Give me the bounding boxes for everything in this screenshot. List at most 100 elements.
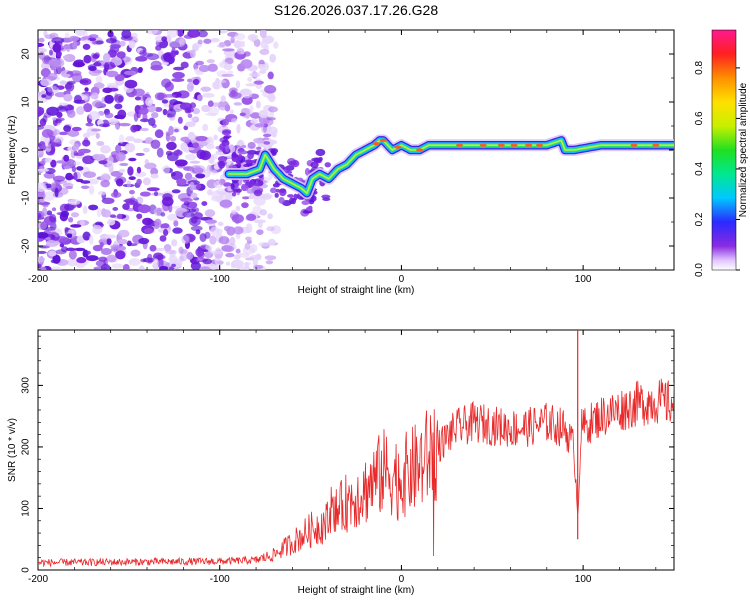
noise-blob: [115, 151, 126, 162]
ridge-scatter-blob: [274, 192, 279, 198]
noise-blob: [146, 53, 159, 61]
noise-blob: [187, 113, 193, 119]
noise-blob: [58, 105, 64, 110]
spectrogram-ytick-label: -10: [21, 190, 32, 205]
noise-blob: [231, 259, 244, 269]
noise-blob: [143, 147, 150, 153]
noise-blob: [193, 62, 199, 71]
noise-blob: [222, 48, 235, 52]
noise-blob: [70, 224, 82, 228]
noise-blob: [187, 30, 201, 38]
ridge-scatter-blob: [279, 188, 287, 197]
noise-blob: [186, 82, 194, 92]
noise-blob: [95, 221, 103, 226]
noise-blob: [50, 232, 60, 241]
ridge-core: [228, 139, 674, 194]
snr-xtick-label: -200: [28, 574, 48, 585]
noise-blob: [82, 231, 91, 241]
noise-blob: [206, 59, 215, 64]
noise-blob: [223, 182, 232, 188]
noise-blob: [224, 104, 231, 112]
noise-blob: [83, 95, 89, 101]
noise-blob: [101, 197, 115, 205]
noise-blob: [136, 213, 143, 219]
noise-blob: [118, 134, 125, 144]
ridge-scatter-blob: [278, 196, 285, 204]
noise-blob: [106, 238, 112, 246]
snr-series-line: [38, 378, 674, 568]
noise-blob: [216, 228, 223, 235]
noise-blob: [38, 48, 47, 53]
noise-blob: [93, 266, 107, 270]
noise-blob: [199, 150, 212, 161]
noise-blob: [43, 30, 48, 37]
noise-blob: [168, 40, 182, 48]
noise-blob: [249, 105, 254, 115]
noise-blob: [92, 40, 97, 45]
noise-blob: [180, 136, 191, 142]
noise-blob: [46, 106, 60, 116]
noise-blob: [38, 106, 45, 116]
ridge-scatter-blob: [263, 141, 271, 145]
noise-blob: [90, 58, 97, 62]
noise-blob: [69, 35, 80, 42]
noise-blob: [249, 72, 261, 78]
noise-blob: [162, 196, 174, 207]
noise-blob: [205, 244, 212, 250]
noise-blob: [82, 43, 91, 50]
noise-blob: [245, 257, 256, 261]
noise-blob: [73, 150, 78, 156]
noise-blob: [253, 38, 261, 47]
noise-blob: [41, 94, 46, 98]
noise-blob: [171, 77, 185, 82]
noise-blob: [174, 159, 188, 167]
snr-ytick-label: 300: [21, 377, 32, 394]
noise-blob: [38, 250, 47, 254]
noise-blob: [219, 178, 225, 186]
noise-blob: [262, 133, 272, 138]
noise-blob: [205, 112, 218, 116]
noise-blob: [73, 95, 82, 104]
noise-blob: [198, 64, 210, 73]
noise-blob: [138, 237, 150, 245]
ridge-scatter-blob: [237, 154, 243, 161]
ridge-scatter-blob: [305, 206, 313, 212]
noise-blob: [273, 41, 279, 49]
ridge-scatter-blob: [217, 156, 228, 162]
noise-blob: [66, 247, 76, 251]
snr-axes: -200 -100 0 100 0 100 200 300: [21, 330, 674, 585]
noise-blob: [150, 173, 159, 179]
noise-blob: [253, 219, 266, 224]
noise-blob: [142, 217, 153, 226]
noise-blob: [100, 179, 110, 188]
noise-blob: [53, 68, 58, 75]
noise-blob: [230, 36, 235, 44]
noise-blob: [92, 53, 100, 60]
noise-blob: [63, 165, 71, 170]
noise-blob: [44, 236, 51, 241]
noise-blob: [59, 80, 67, 85]
noise-blob: [128, 176, 136, 181]
noise-blob: [64, 32, 70, 39]
noise-blob: [197, 94, 203, 102]
noise-blob: [180, 197, 193, 203]
noise-blob: [162, 94, 176, 98]
ridge-scatter-blob: [242, 196, 250, 200]
noise-blob: [52, 117, 57, 121]
noise-blob: [218, 30, 228, 34]
noise-blob: [180, 61, 189, 69]
noise-blob: [88, 111, 101, 121]
noise-blob: [267, 71, 274, 80]
noise-blob: [185, 153, 197, 161]
noise-blob: [182, 211, 195, 218]
noise-blob: [142, 177, 151, 186]
noise-blob: [49, 213, 57, 223]
noise-blob: [52, 175, 66, 182]
noise-blob: [115, 250, 126, 260]
noise-blob: [195, 247, 205, 257]
noise-blob: [173, 149, 183, 156]
noise-blob: [200, 86, 212, 92]
noise-blob: [125, 200, 139, 206]
noise-blob: [63, 125, 72, 133]
